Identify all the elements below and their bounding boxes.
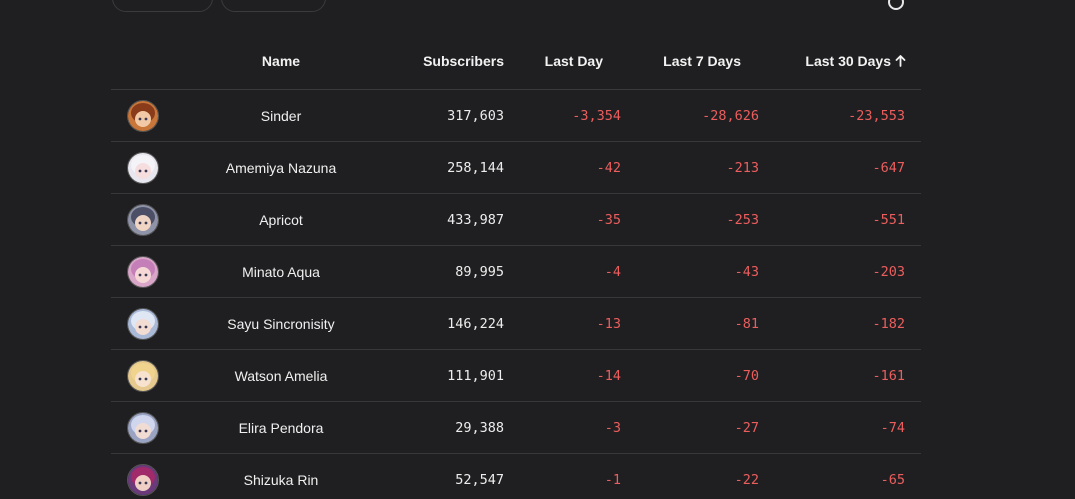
filter-chip[interactable] <box>112 0 213 12</box>
subscribers-table: Name Subscribers Last Day Last 7 Days La… <box>111 38 921 499</box>
arrow-up-icon <box>895 55 906 67</box>
last-30-days-change: -74 <box>880 420 905 436</box>
table-row[interactable]: Minato Aqua 89,995 -4 -43 -203 <box>111 246 921 298</box>
subscriber-count: 52,547 <box>455 472 504 488</box>
subscriber-count: 317,603 <box>447 108 504 124</box>
channel-name[interactable]: Apricot <box>259 212 303 228</box>
table-row[interactable]: Sinder 317,603 -3,354 -28,626 -23,553 <box>111 90 921 142</box>
channel-name[interactable]: Sayu Sincronisity <box>227 316 335 332</box>
column-header-subscribers[interactable]: Subscribers <box>423 53 504 69</box>
last-30-days-change: -203 <box>872 264 905 280</box>
column-header-name[interactable]: Name <box>261 53 301 69</box>
channel-name[interactable]: Watson Amelia <box>234 368 328 384</box>
last-30-days-change: -551 <box>872 212 905 228</box>
last-day-change: -14 <box>596 368 621 384</box>
table-header: Name Subscribers Last Day Last 7 Days La… <box>111 38 921 90</box>
last-7-days-change: -27 <box>734 420 759 436</box>
last-30-days-change: -647 <box>872 160 905 176</box>
channel-name[interactable]: Sinder <box>260 108 302 124</box>
avatar <box>127 412 159 444</box>
subscriber-count: 29,388 <box>455 420 504 436</box>
subscriber-count: 89,995 <box>455 264 504 280</box>
channel-name[interactable]: Minato Aqua <box>242 264 320 280</box>
last-30-days-change: -182 <box>872 316 905 332</box>
column-header-last-day[interactable]: Last Day <box>544 53 603 69</box>
avatar <box>127 204 159 236</box>
last-30-days-change: -65 <box>880 472 905 488</box>
subscriber-count: 433,987 <box>447 212 504 228</box>
avatar <box>127 308 159 340</box>
table-body: Sinder 317,603 -3,354 -28,626 -23,553 Amemiya… <box>111 90 921 499</box>
table-row[interactable]: Sayu Sincronisity 146,224 -13 -81 -182 <box>111 298 921 350</box>
last-day-change: -42 <box>596 160 621 176</box>
last-day-change: -3,354 <box>572 108 621 124</box>
column-header-last-7-days[interactable]: Last 7 Days <box>663 53 741 69</box>
last-7-days-change: -253 <box>726 212 759 228</box>
last-day-change: -13 <box>596 316 621 332</box>
table-row[interactable]: Shizuka Rin 52,547 -1 -22 -65 <box>111 454 921 499</box>
last-day-change: -3 <box>604 420 621 436</box>
subscriber-count: 146,224 <box>447 316 504 332</box>
last-day-change: -35 <box>596 212 621 228</box>
avatar <box>127 100 159 132</box>
table-row[interactable]: Elira Pendora 29,388 -3 -27 -74 <box>111 402 921 454</box>
last-day-change: -4 <box>604 264 621 280</box>
last-7-days-change: -81 <box>734 316 759 332</box>
table-row[interactable]: Apricot 433,987 -35 -253 -551 <box>111 194 921 246</box>
last-7-days-change: -213 <box>726 160 759 176</box>
last-30-days-change: -23,553 <box>848 108 905 124</box>
avatar <box>127 152 159 184</box>
last-30-days-change: -161 <box>872 368 905 384</box>
last-7-days-change: -70 <box>734 368 759 384</box>
channel-name[interactable]: Elira Pendora <box>238 420 324 436</box>
filter-chip[interactable] <box>221 0 326 12</box>
avatar <box>127 256 159 288</box>
avatar <box>127 464 159 496</box>
subscriber-count: 258,144 <box>447 160 504 176</box>
column-header-last-30-days[interactable]: Last 30 Days <box>771 52 906 70</box>
table-row[interactable]: Amemiya Nazuna 258,144 -42 -213 -647 <box>111 142 921 194</box>
avatar <box>127 360 159 392</box>
settings-icon[interactable] <box>886 0 906 12</box>
table-row[interactable]: Watson Amelia 111,901 -14 -70 -161 <box>111 350 921 402</box>
last-day-change: -1 <box>604 472 621 488</box>
channel-name[interactable]: Amemiya Nazuna <box>225 160 337 176</box>
last-7-days-change: -43 <box>734 264 759 280</box>
subscriber-count: 111,901 <box>447 368 504 384</box>
last-7-days-change: -28,626 <box>702 108 759 124</box>
channel-name[interactable]: Shizuka Rin <box>243 472 319 488</box>
last-7-days-change: -22 <box>734 472 759 488</box>
